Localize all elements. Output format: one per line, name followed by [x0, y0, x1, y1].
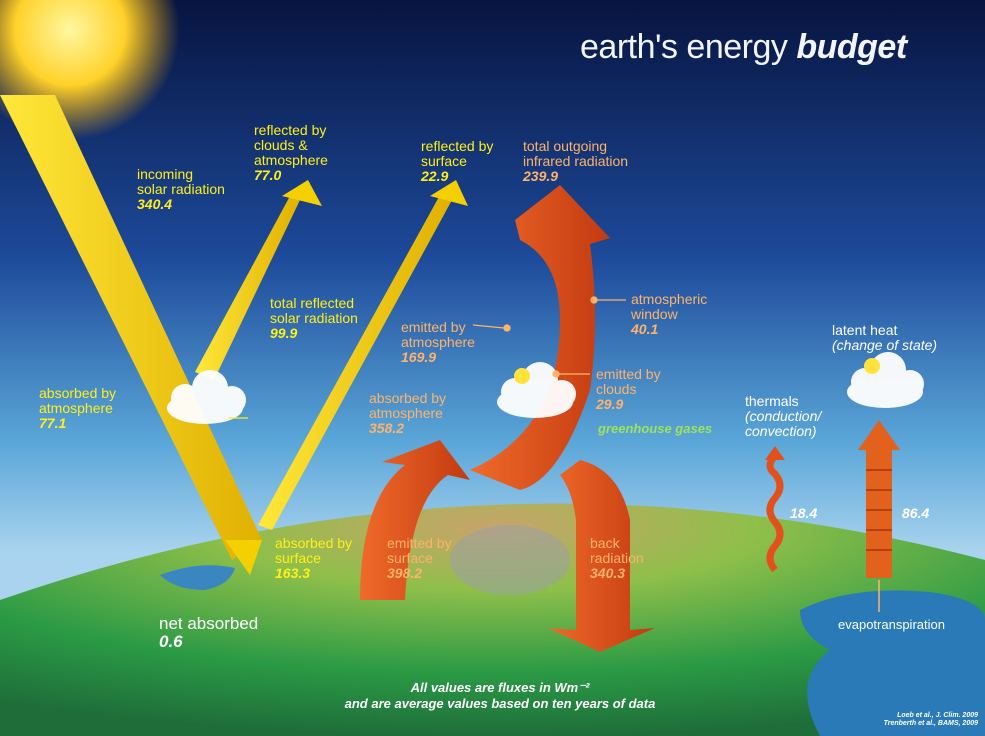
label-thermals: thermals (conduction/ convection) — [745, 393, 822, 439]
label-absorbed-atmosphere-solar: absorbed by atmosphere 77.1 — [39, 385, 117, 431]
cloud-icon — [497, 362, 576, 418]
label-absorbed-atmosphere-ir: absorbed by atmosphere 358.2 — [369, 390, 447, 436]
label-back-radiation: back radiation 340.3 — [590, 535, 644, 581]
reflected-surface-arrow — [258, 195, 452, 530]
label-absorbed-surface: absorbed by surface 163.3 — [275, 535, 353, 581]
references: Loeb et al., J. Clim. 2009 Trenberth et a… — [883, 712, 978, 727]
lake — [160, 565, 235, 590]
label-emitted-surface: emitted by surface 398.2 — [387, 535, 452, 581]
label-latent-heat: latent heat (change of state) — [832, 322, 938, 353]
incoming-solar-arrow — [0, 95, 262, 560]
outgoing-infrared-arrow — [470, 185, 610, 490]
label-reflected-clouds: reflected by clouds & atmosphere 77.0 — [254, 122, 328, 183]
cloud-icon — [847, 352, 924, 408]
page-title: earth's energy budget — [580, 28, 907, 66]
label-emitted-atmosphere: emitted by atmosphere 169.9 — [401, 319, 475, 365]
back-radiation-arrow — [548, 460, 655, 652]
emitted-surface-arrow — [360, 440, 470, 600]
thermals-arrow — [766, 453, 784, 573]
ocean — [800, 590, 985, 736]
evapotranspiration-value: 86.4 — [902, 505, 930, 521]
label-total-reflected: total reflected solar radiation 99.9 — [270, 295, 358, 341]
label-evapotranspiration: evapotranspiration — [838, 617, 945, 632]
cloud-icon — [167, 370, 246, 424]
label-emitted-clouds: emitted by clouds 29.9 — [596, 366, 661, 412]
label-atmospheric-window: atmospheric window 40.1 — [631, 291, 708, 337]
label-incoming-solar: incoming solar radiation 340.4 — [137, 166, 225, 212]
label-reflected-surface: reflected by surface 22.9 — [421, 138, 494, 184]
thermals-value: 18.4 — [790, 505, 818, 521]
evapotranspiration-arrow — [866, 448, 892, 578]
label-total-outgoing: total outgoing infrared radiation 239.9 — [523, 138, 629, 184]
label-greenhouse-gases: greenhouse gases — [598, 421, 713, 436]
label-net-absorbed: net absorbed 0.6 — [159, 614, 259, 651]
units-note: All values are fluxes in Wm⁻² and are ave… — [344, 680, 656, 711]
reflected-clouds-arrow — [195, 196, 300, 380]
